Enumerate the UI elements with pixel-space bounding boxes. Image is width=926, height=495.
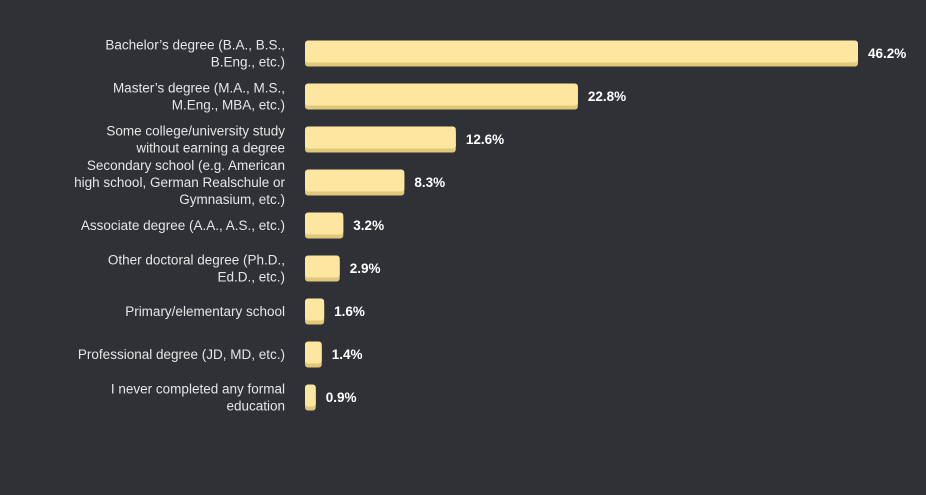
category-label-line: B.Eng., etc.) bbox=[211, 55, 285, 70]
category-label: Master’s degree (M.A., M.S., M.Eng., MBA,… bbox=[113, 81, 285, 113]
category-label-line: without earning a degree bbox=[135, 141, 285, 156]
category-label: Primary/elementary school bbox=[125, 304, 285, 319]
category-label-line: Ed.D., etc.) bbox=[217, 270, 285, 285]
bar bbox=[305, 169, 405, 192]
category-label-line: high school, German Realschule or bbox=[74, 175, 285, 190]
category-label: Professional degree (JD, MD, etc.) bbox=[78, 347, 285, 362]
category-label-line: Primary/elementary school bbox=[125, 304, 285, 319]
value-label: 22.8% bbox=[588, 89, 626, 104]
bar bbox=[305, 126, 456, 149]
category-labels-group: Bachelor’s degree (B.A., B.S., B.Eng., et… bbox=[74, 38, 285, 414]
category-label-line: Associate degree (A.A., A.S., etc.) bbox=[81, 218, 285, 233]
category-label: I never completed any formal education bbox=[111, 382, 285, 414]
category-label-line: Other doctoral degree (Ph.D., bbox=[108, 253, 285, 268]
bars-group bbox=[305, 40, 858, 411]
bar bbox=[305, 341, 322, 364]
bar bbox=[305, 384, 316, 407]
bar bbox=[305, 212, 344, 235]
category-label-line: Gymnasium, etc.) bbox=[179, 192, 285, 207]
category-label-line: Some college/university study bbox=[106, 124, 285, 139]
category-label-line: Master’s degree (M.A., M.S., bbox=[113, 81, 285, 96]
category-label-line: education bbox=[226, 399, 285, 414]
category-label-line: Secondary school (e.g. American bbox=[87, 158, 285, 173]
value-labels-group: 46.2% 22.8% 12.6% 8.3% 3.2% 2.9% 1.6% 1.4% 0.9% bbox=[326, 46, 907, 405]
category-label-line: Bachelor’s degree (B.A., B.S., bbox=[105, 38, 285, 53]
bar bbox=[305, 83, 578, 106]
value-label: 1.6% bbox=[334, 304, 365, 319]
bar bbox=[305, 298, 325, 321]
category-label-line: Professional degree (JD, MD, etc.) bbox=[78, 347, 285, 362]
category-label: Associate degree (A.A., A.S., etc.) bbox=[81, 218, 285, 233]
value-label: 0.9% bbox=[326, 390, 357, 405]
value-label: 2.9% bbox=[350, 261, 381, 276]
category-label: Other doctoral degree (Ph.D., Ed.D., etc.… bbox=[108, 253, 285, 285]
category-label: Bachelor’s degree (B.A., B.S., B.Eng., et… bbox=[105, 38, 285, 70]
category-label: Secondary school (e.g. American high scho… bbox=[74, 158, 285, 207]
value-label: 3.2% bbox=[353, 218, 384, 233]
value-label: 46.2% bbox=[868, 46, 906, 61]
category-label-line: M.Eng., MBA, etc.) bbox=[172, 98, 285, 113]
bar bbox=[305, 255, 340, 278]
value-label: 12.6% bbox=[466, 132, 504, 147]
category-label: Some college/university study without ear… bbox=[106, 124, 285, 156]
value-label: 1.4% bbox=[332, 347, 363, 362]
category-label-line: I never completed any formal bbox=[111, 382, 285, 397]
bar bbox=[305, 40, 858, 63]
value-label: 8.3% bbox=[414, 175, 445, 190]
